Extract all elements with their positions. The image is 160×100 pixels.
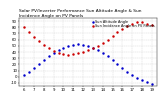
- Sun Altitude Angle: [53, 53, 55, 54]
- Sun Incidence Angle on PV Panels: [23, 27, 25, 28]
- Sun Altitude Angle: [23, 75, 25, 76]
- Sun Altitude Angle: [72, 44, 74, 45]
- Sun Incidence Angle on PV Panels: [67, 55, 69, 56]
- Sun Altitude Angle: [112, 59, 114, 61]
- Sun Incidence Angle on PV Panels: [107, 39, 109, 40]
- Sun Incidence Angle on PV Panels: [28, 32, 30, 33]
- Sun Incidence Angle on PV Panels: [38, 41, 40, 42]
- Sun Altitude Angle: [126, 71, 128, 72]
- Sun Altitude Angle: [28, 71, 30, 72]
- Sun Incidence Angle on PV Panels: [126, 25, 128, 27]
- Sun Altitude Angle: [146, 82, 148, 83]
- Sun Altitude Angle: [82, 44, 84, 45]
- Sun Altitude Angle: [67, 45, 69, 46]
- Line: Sun Incidence Angle on PV Panels: Sun Incidence Angle on PV Panels: [23, 21, 153, 56]
- Sun Incidence Angle on PV Panels: [146, 23, 148, 24]
- Sun Altitude Angle: [102, 53, 104, 54]
- Sun Incidence Angle on PV Panels: [112, 35, 114, 36]
- Sun Altitude Angle: [116, 63, 118, 64]
- Sun Altitude Angle: [58, 50, 60, 51]
- Sun Altitude Angle: [151, 83, 153, 84]
- Sun Incidence Angle on PV Panels: [141, 22, 143, 23]
- Sun Incidence Angle on PV Panels: [116, 32, 118, 33]
- Sun Incidence Angle on PV Panels: [151, 24, 153, 25]
- Sun Incidence Angle on PV Panels: [48, 48, 50, 49]
- Sun Incidence Angle on PV Panels: [72, 54, 74, 55]
- Sun Incidence Angle on PV Panels: [77, 53, 79, 54]
- Sun Incidence Angle on PV Panels: [43, 45, 45, 46]
- Sun Incidence Angle on PV Panels: [92, 48, 94, 49]
- Sun Altitude Angle: [38, 64, 40, 65]
- Sun Altitude Angle: [77, 43, 79, 45]
- Sun Incidence Angle on PV Panels: [62, 54, 64, 55]
- Sun Altitude Angle: [107, 56, 109, 57]
- Sun Incidence Angle on PV Panels: [87, 50, 89, 51]
- Sun Incidence Angle on PV Panels: [82, 51, 84, 53]
- Sun Altitude Angle: [131, 74, 133, 76]
- Sun Altitude Angle: [141, 80, 143, 81]
- Sun Altitude Angle: [48, 56, 50, 57]
- Sun Altitude Angle: [62, 47, 64, 48]
- Sun Incidence Angle on PV Panels: [131, 23, 133, 24]
- Sun Altitude Angle: [33, 68, 35, 69]
- Sun Incidence Angle on PV Panels: [97, 45, 99, 46]
- Sun Incidence Angle on PV Panels: [121, 28, 123, 29]
- Line: Sun Altitude Angle: Sun Altitude Angle: [23, 43, 153, 85]
- Sun Altitude Angle: [87, 45, 89, 46]
- Sun Altitude Angle: [136, 77, 138, 79]
- Legend: Sun Altitude Angle, Sun Incidence Angle on PV Panels: Sun Altitude Angle, Sun Incidence Angle …: [91, 20, 155, 29]
- Sun Altitude Angle: [92, 47, 94, 48]
- Sun Altitude Angle: [43, 59, 45, 61]
- Sun Incidence Angle on PV Panels: [136, 21, 138, 22]
- Sun Incidence Angle on PV Panels: [102, 42, 104, 43]
- Sun Incidence Angle on PV Panels: [53, 51, 55, 52]
- Sun Incidence Angle on PV Panels: [58, 53, 60, 54]
- Sun Altitude Angle: [121, 68, 123, 69]
- Sun Incidence Angle on PV Panels: [33, 36, 35, 37]
- Text: Solar PV/Inverter Performance Sun Altitude Angle & Sun Incidence Angle on PV Pan: Solar PV/Inverter Performance Sun Altitu…: [19, 9, 142, 18]
- Sun Altitude Angle: [97, 50, 99, 51]
